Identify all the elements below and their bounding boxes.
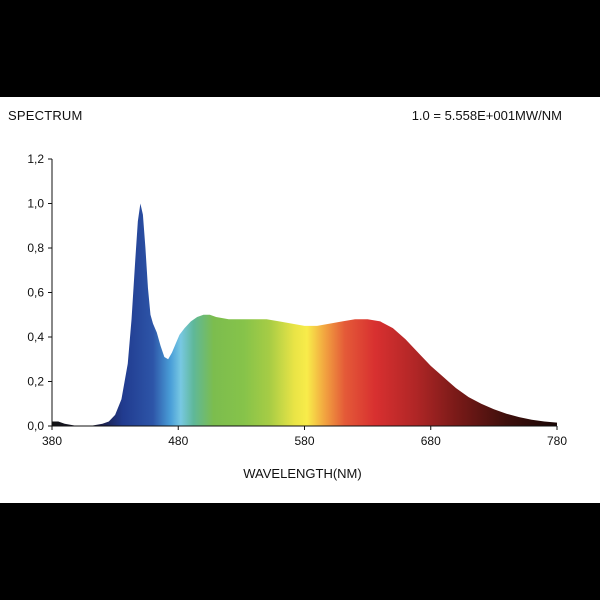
plot-area (52, 203, 557, 426)
x-tick-label: 580 (294, 434, 314, 448)
y-tick-label: 1,2 (27, 152, 44, 166)
axes (48, 158, 558, 430)
spectrum-area (52, 203, 557, 426)
y-tick-label: 0,4 (27, 330, 44, 344)
y-tick-label: 0,8 (27, 241, 44, 255)
tick-labels: 0,0 0,2 0,4 0,6 0,8 1,0 1,2 380 480 580 680 780 (27, 152, 567, 448)
y-tick-label: 0,2 (27, 375, 44, 389)
scale-annotation: 1.0 = 5.558E+001MW/NM (411, 108, 562, 123)
chart-panel: SPECTRUM 1.0 = 5.558E+001MW/NM (0, 97, 600, 503)
x-tick-label: 480 (168, 434, 188, 448)
x-axis-label: WAVELENGTH(NM) (243, 466, 361, 481)
x-tick-label: 680 (421, 434, 441, 448)
y-tick-label: 1,0 (27, 197, 44, 211)
y-tick-label: 0,0 (27, 419, 44, 433)
chart-title: SPECTRUM (8, 108, 83, 123)
y-tick-label: 0,6 (27, 286, 44, 300)
spectrum-chart: 0,0 0,2 0,4 0,6 0,8 1,0 1,2 380 480 580 680 780 WAV… (27, 152, 567, 481)
x-tick-label: 380 (42, 434, 62, 448)
x-tick-label: 780 (547, 434, 567, 448)
